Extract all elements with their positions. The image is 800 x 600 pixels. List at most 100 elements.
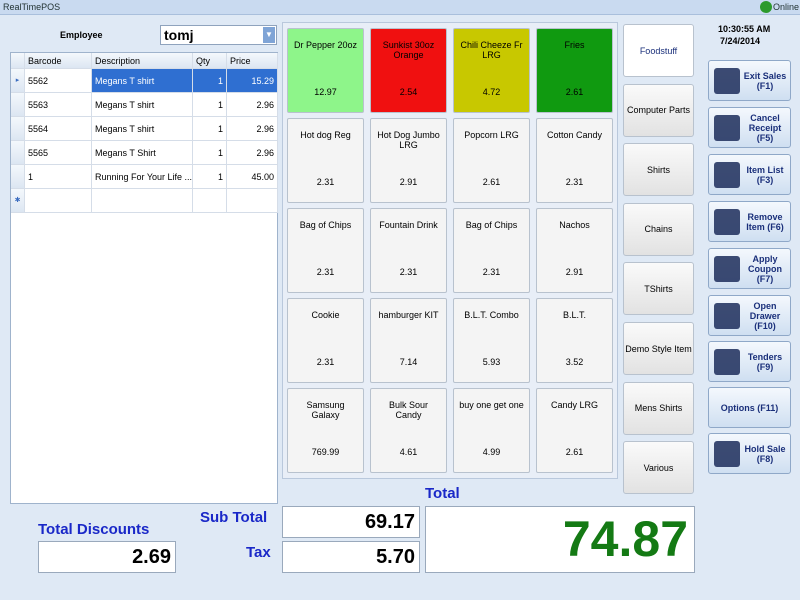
category-button[interactable]: Demo Style Item (623, 322, 694, 375)
total-label: Total (425, 485, 460, 502)
product-button[interactable]: Bulk Sour Candy 4.61 (370, 388, 447, 473)
action-button[interactable]: Cancel Receipt (F5) (708, 107, 791, 148)
product-button[interactable]: Fries 2.61 (536, 28, 613, 113)
product-price: 2.91 (565, 267, 584, 277)
product-button[interactable]: Nachos 2.91 (536, 208, 613, 293)
product-button[interactable]: Bag of Chips 2.31 (287, 208, 364, 293)
product-button[interactable]: Cotton Candy 2.31 (536, 118, 613, 203)
grid-cell[interactable]: 1 (193, 93, 227, 117)
row-header (11, 141, 25, 165)
product-button[interactable]: Chili Cheeze Fr LRG 4.72 (453, 28, 530, 113)
product-name: Hot dog Reg (300, 130, 351, 140)
employee-dropdown[interactable]: tomj ▼ (160, 25, 277, 45)
action-button[interactable]: Options (F11) (708, 387, 791, 428)
category-button[interactable]: Shirts (623, 143, 694, 197)
action-label: Cancel Receipt (F5) (748, 112, 782, 143)
discounts-label: Total Discounts (38, 521, 150, 538)
product-panel: Dr Pepper 20oz 12.97 Sunkist 30oz Orange 2.… (282, 22, 618, 479)
category-button[interactable]: Various (623, 441, 694, 495)
grid-cell[interactable]: 1 (193, 69, 227, 93)
action-icon (714, 162, 740, 188)
product-name: Nachos (559, 220, 590, 230)
product-price: 2.31 (482, 267, 501, 277)
grid-cell[interactable]: 15.29 (227, 69, 278, 93)
product-button[interactable]: B.L.T. 3.52 (536, 298, 613, 383)
grid-cell[interactable]: 2.96 (227, 117, 278, 141)
column-header: Qty (193, 53, 227, 69)
product-name: Chili Cheeze Fr LRG (460, 40, 523, 60)
product-button[interactable]: Fountain Drink 2.31 (370, 208, 447, 293)
tax-label: Tax (246, 544, 271, 561)
grid-cell[interactable]: 2.96 (227, 93, 278, 117)
dropdown-arrow[interactable]: ▼ (263, 27, 275, 43)
category-button[interactable]: TShirts (623, 262, 694, 316)
product-price: 3.52 (565, 357, 584, 367)
product-button[interactable]: Cookie 2.31 (287, 298, 364, 383)
action-icon (714, 349, 740, 375)
product-price: 769.99 (311, 447, 340, 457)
grid-cell[interactable]: Megans T Shirt (92, 141, 193, 165)
clock-date: 7/24/2014 (720, 36, 761, 46)
product-button[interactable]: Hot Dog Jumbo LRG 2.91 (370, 118, 447, 203)
product-name: B.L.T. Combo (464, 310, 519, 320)
product-name: Bulk Sour Candy (388, 400, 429, 420)
grid-cell[interactable]: Megans T shirt (92, 69, 193, 93)
action-button[interactable]: Item List (F3) (708, 154, 791, 195)
action-label: Item List (F3) (746, 164, 784, 185)
product-price: 2.31 (316, 177, 335, 187)
product-name: Bag of Chips (299, 220, 352, 230)
category-button[interactable]: Mens Shirts (623, 381, 694, 435)
grid-cell[interactable]: 5562 (25, 69, 92, 93)
product-name: Samsung Galaxy (306, 400, 345, 420)
product-button[interactable]: Samsung Galaxy 769.99 (287, 388, 364, 473)
row-header-corner (11, 53, 25, 69)
action-button[interactable]: Hold Sale (F8) (708, 433, 791, 474)
grid-cell[interactable]: 5564 (25, 117, 92, 141)
category-button[interactable]: Computer Parts (623, 83, 694, 137)
product-button[interactable]: Candy LRG 2.61 (536, 388, 613, 473)
product-button[interactable]: buy one get one 4.99 (453, 388, 530, 473)
grid-cell[interactable]: 1 (25, 165, 92, 189)
product-button[interactable]: Hot dog Reg 2.31 (287, 118, 364, 203)
action-button[interactable]: Exit Sales (F1) (708, 60, 791, 101)
category-button[interactable]: Foodstuff (623, 24, 694, 77)
action-icon (714, 115, 740, 141)
grid-cell[interactable]: 1 (193, 165, 227, 189)
product-button[interactable]: hamburger KIT 7.14 (370, 298, 447, 383)
tax-value: 5.70 (282, 541, 420, 573)
product-button[interactable]: Dr Pepper 20oz 12.97 (287, 28, 364, 113)
category-button[interactable]: Chains (623, 202, 694, 256)
grid-cell[interactable]: 5563 (25, 93, 92, 117)
subtotal-label: Sub Total (200, 509, 268, 526)
action-button[interactable]: Tenders (F9) (708, 341, 791, 382)
product-price: 5.93 (482, 357, 501, 367)
window-title: RealTimePOS (3, 2, 61, 12)
grid-cell[interactable]: Running For Your Life ... (92, 165, 193, 189)
grid-cell[interactable]: 2.96 (227, 141, 278, 165)
grid-cell[interactable]: 1 (193, 141, 227, 165)
product-price: 2.61 (482, 177, 501, 187)
product-price: 2.31 (316, 267, 335, 277)
grid-cell[interactable]: 5565 (25, 141, 92, 165)
employee-label: Employee (60, 30, 103, 40)
action-button[interactable]: Open Drawer (F10) (708, 295, 791, 336)
product-name: Bag of Chips (465, 220, 518, 230)
product-button[interactable]: Sunkist 30oz Orange 2.54 (370, 28, 447, 113)
product-name: B.L.T. (562, 310, 586, 320)
product-button[interactable]: Popcorn LRG 2.61 (453, 118, 530, 203)
action-label: Tenders (F9) (747, 351, 783, 372)
product-button[interactable]: Bag of Chips 2.31 (453, 208, 530, 293)
receipt-grid: Barcode Description Qty Price ▸ 5562 Megans T … (10, 52, 278, 504)
row-header (11, 117, 25, 141)
row-header (11, 165, 25, 189)
grid-cell[interactable]: Megans T shirt (92, 93, 193, 117)
product-name: Fountain Drink (379, 220, 438, 230)
action-button[interactable]: Apply Coupon (F7) (708, 248, 791, 289)
grid-cell[interactable]: 1 (193, 117, 227, 141)
grid-cell[interactable]: 45.00 (227, 165, 278, 189)
product-button[interactable]: B.L.T. Combo 5.93 (453, 298, 530, 383)
subtotal-value: 69.17 (282, 506, 420, 538)
grid-cell[interactable]: Megans T shirt (92, 117, 193, 141)
action-button[interactable]: Remove Item (F6) (708, 201, 791, 242)
